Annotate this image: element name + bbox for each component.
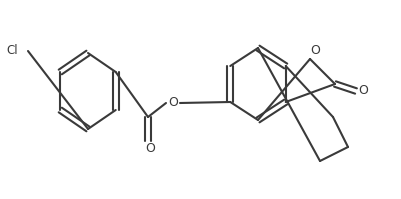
Text: O: O — [358, 85, 368, 98]
Text: O: O — [168, 97, 178, 109]
Text: O: O — [145, 141, 155, 154]
Text: Cl: Cl — [6, 44, 18, 57]
Text: O: O — [310, 45, 320, 58]
